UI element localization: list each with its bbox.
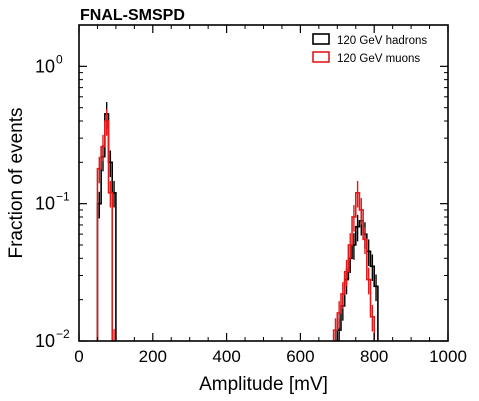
legend-swatch (312, 51, 330, 63)
y-tick-label: 10 (35, 194, 55, 214)
y-tick-label: 10 (35, 56, 55, 76)
series-layer (96, 102, 379, 341)
legend-label: 120 GeV muons (337, 53, 420, 65)
legend-label: 120 GeV hadrons (337, 35, 427, 47)
y-tick-exponent: −1 (56, 190, 70, 204)
series-line-1 (96, 120, 375, 341)
axis-ticks (78, 24, 449, 342)
x-tick-label: 0 (74, 347, 83, 366)
series-1 (96, 109, 375, 341)
x-tick-label: 400 (212, 347, 240, 366)
y-tick-exponent: −2 (56, 327, 70, 341)
series-0 (96, 102, 379, 341)
y-tick-exponent: 0 (56, 52, 63, 66)
x-tick-label: 200 (139, 347, 167, 366)
x-tick-label: 1000 (429, 347, 467, 366)
y-axis-label: Fraction of events (6, 107, 27, 258)
x-axis-label: Amplitude [mV] (199, 374, 328, 395)
x-tick-label: 600 (286, 347, 314, 366)
chart-title: FNAL-SMSPD (80, 7, 185, 24)
plot-frame (78, 24, 449, 342)
y-tick-label: 10 (35, 331, 55, 351)
x-tick-label: 800 (360, 347, 388, 366)
legend-swatch (312, 33, 330, 45)
legend: 120 GeV hadrons 120 GeV muons (312, 33, 427, 65)
series-line-0 (96, 113, 379, 341)
